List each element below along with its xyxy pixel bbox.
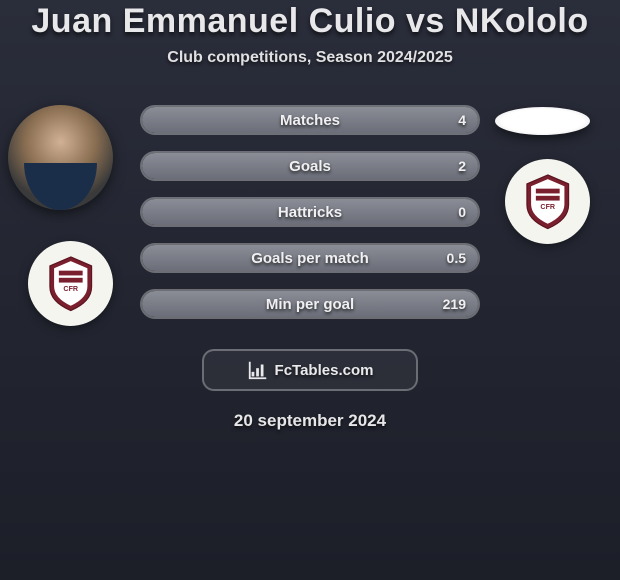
- date-text: 20 september 2024: [0, 411, 620, 431]
- stats-column: Matches4Goals2Hattricks0Goals per match0…: [140, 105, 480, 335]
- stat-value-right: 4: [458, 112, 466, 128]
- stat-label: Hattricks: [142, 204, 478, 221]
- player2-club-badge: CFR: [505, 159, 590, 244]
- page-title: Juan Emmanuel Culio vs NKololo: [0, 2, 620, 41]
- stat-value-right: 219: [443, 296, 466, 312]
- player2-avatar: [495, 107, 590, 135]
- stat-value-right: 0.5: [447, 250, 466, 266]
- stat-label: Matches: [142, 112, 478, 129]
- fctables-badge[interactable]: FcTables.com: [202, 349, 418, 391]
- club-crest-icon: CFR: [41, 254, 101, 314]
- svg-text:CFR: CFR: [540, 203, 555, 211]
- stat-label: Goals: [142, 158, 478, 175]
- fctables-text: FcTables.com: [275, 362, 374, 379]
- stat-value-right: 0: [458, 204, 466, 220]
- stat-row: Goals2: [140, 151, 480, 181]
- page-subtitle: Club competitions, Season 2024/2025: [0, 49, 620, 67]
- stat-value-right: 2: [458, 158, 466, 174]
- comparison-area: CFR CFR Matches4 Goals2 Hattricks0 Goals pe…: [0, 105, 620, 335]
- club-crest-icon: CFR: [518, 172, 578, 232]
- stat-row: Hattricks0: [140, 197, 480, 227]
- stat-label: Min per goal: [142, 296, 478, 313]
- stat-row: Min per goal219: [140, 289, 480, 319]
- stat-label: Goals per match: [142, 250, 478, 267]
- stat-row: Matches4: [140, 105, 480, 135]
- player1-avatar: [8, 105, 113, 210]
- stat-row: Goals per match0.5: [140, 243, 480, 273]
- player1-club-badge: CFR: [28, 241, 113, 326]
- svg-text:CFR: CFR: [63, 285, 78, 293]
- chart-icon: [247, 359, 269, 381]
